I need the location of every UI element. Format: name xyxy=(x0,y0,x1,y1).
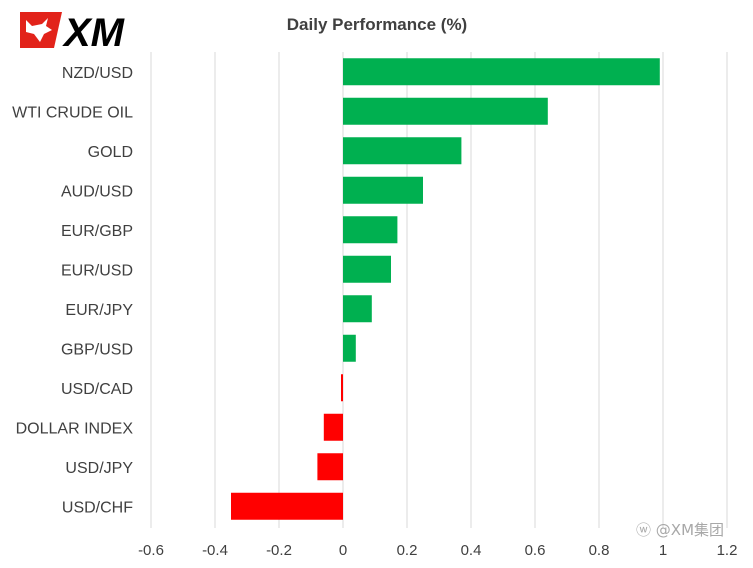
bar-usd-jpy xyxy=(317,453,343,481)
bar-aud-usd xyxy=(343,176,423,204)
weibo-icon: ⓦ xyxy=(636,521,652,539)
x-tick-label: 0.2 xyxy=(397,542,418,559)
bar-eur-jpy xyxy=(343,295,372,323)
x-tick-label: -0.4 xyxy=(202,542,228,559)
x-tick-label: 0 xyxy=(339,542,347,559)
category-label: NZD/USD xyxy=(62,65,133,82)
bar-wti-crude-oil xyxy=(343,97,548,125)
watermark: ⓦ @XM集团 xyxy=(636,519,724,540)
x-tick-label: 0.6 xyxy=(525,542,546,559)
category-label: GBP/USD xyxy=(61,341,133,358)
watermark-text: @XM集团 xyxy=(655,521,725,539)
bar-usd-cad xyxy=(341,374,343,402)
bar-gbp-usd xyxy=(343,334,356,362)
x-tick-label: 1.2 xyxy=(717,542,738,559)
xm-logo: XM xyxy=(20,11,126,50)
chart-title: Daily Performance (%) xyxy=(287,15,467,34)
x-axis-tick-labels: -0.6 -0.4 -0.2 0 0.2 0.4 0.6 0.8 1 1.2 xyxy=(138,542,737,559)
category-label: EUR/GBP xyxy=(61,223,133,240)
category-labels: NZD/USD WTI CRUDE OIL GOLD AUD/USD EUR/GBP EU… xyxy=(12,65,133,517)
category-label: GOLD xyxy=(88,144,133,161)
x-tick-label: 0.8 xyxy=(589,542,610,559)
logo-bull-icon xyxy=(26,18,52,42)
gridlines xyxy=(150,52,728,528)
x-tick-label: -0.2 xyxy=(266,542,292,559)
category-label: WTI CRUDE OIL xyxy=(12,104,133,121)
logo-text: XM xyxy=(62,11,126,50)
bar-usd-chf xyxy=(231,492,343,520)
bar-gold xyxy=(343,137,462,165)
category-label: USD/CAD xyxy=(61,381,133,398)
category-label: EUR/USD xyxy=(61,262,133,279)
bar-nzd-usd xyxy=(343,58,660,86)
bar-eur-gbp xyxy=(343,216,398,244)
bars xyxy=(231,58,660,520)
category-label: EUR/JPY xyxy=(65,302,133,319)
x-tick-label: -0.6 xyxy=(138,542,164,559)
category-label: USD/CHF xyxy=(62,499,133,516)
x-tick-label: 0.4 xyxy=(461,542,482,559)
category-label: USD/JPY xyxy=(65,460,133,477)
x-tick-label: 1 xyxy=(659,542,667,559)
bar-dollar-index xyxy=(323,413,343,441)
bar-eur-usd xyxy=(343,255,391,283)
category-label: DOLLAR INDEX xyxy=(16,420,134,437)
category-label: AUD/USD xyxy=(61,183,133,200)
